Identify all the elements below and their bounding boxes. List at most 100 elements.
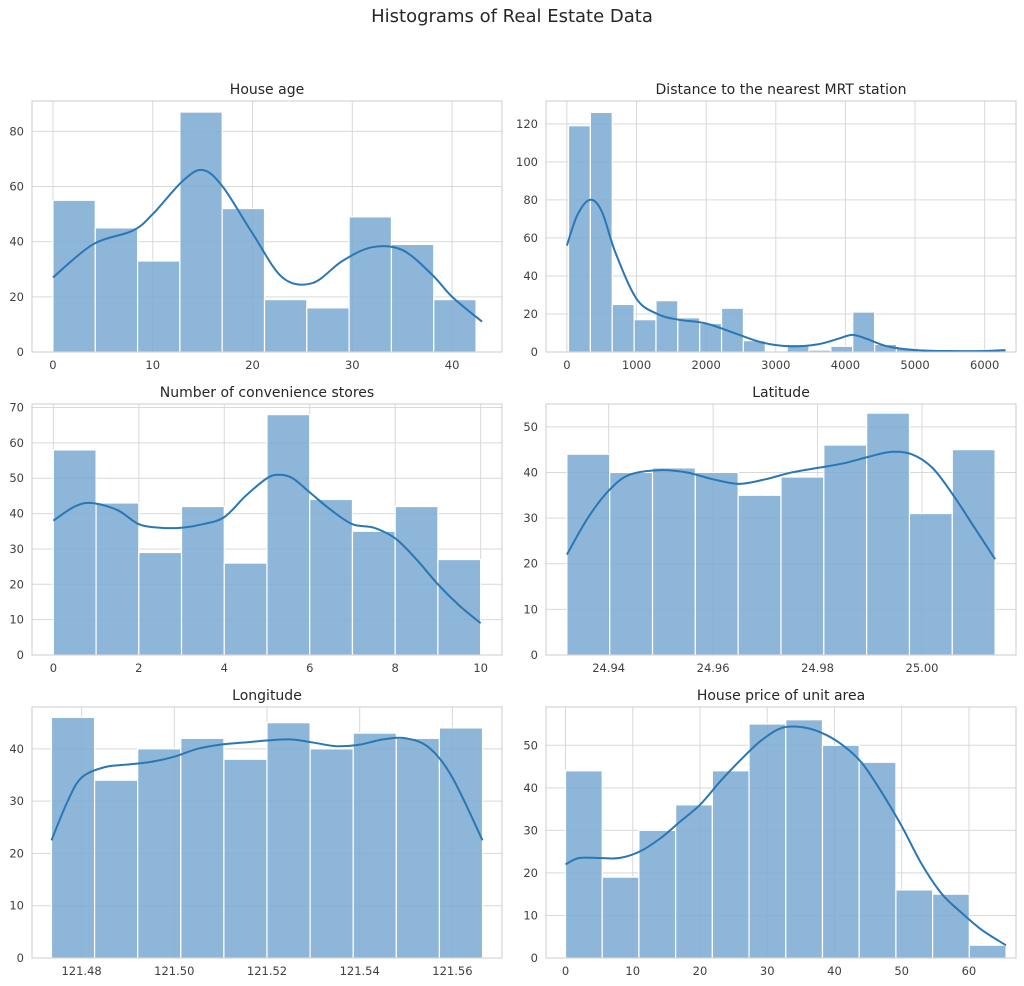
histogram-bar — [352, 732, 397, 959]
axes-frame — [31, 706, 503, 959]
histogram-bar — [694, 471, 739, 656]
x-tick-label: 24.96 — [697, 661, 730, 675]
x-tick-label: 40 — [827, 964, 842, 978]
x-tick-label: 60 — [962, 964, 977, 978]
x-tick-label: 121.54 — [340, 964, 380, 978]
y-tick-label: 80 — [9, 124, 24, 138]
histogram-bar — [567, 125, 591, 353]
y-tick-label: 20 — [523, 866, 538, 880]
x-tick-label: 30 — [760, 964, 775, 978]
y-tick-label: 0 — [17, 648, 24, 662]
histogram-bar — [830, 345, 854, 353]
histogram-bar — [866, 412, 911, 656]
y-tick-label: 30 — [523, 823, 538, 837]
y-tick-label: 40 — [523, 781, 538, 795]
histogram-bar — [180, 505, 225, 656]
histogram-bar — [638, 829, 677, 959]
histogram-bar — [50, 716, 96, 959]
histogram-bar — [306, 307, 350, 353]
x-tick-label: 24.94 — [592, 661, 625, 675]
histogram-bar — [677, 317, 701, 353]
x-tick-label: 121.56 — [432, 964, 472, 978]
y-tick-label: 40 — [523, 465, 538, 479]
y-tick-label: 80 — [523, 193, 538, 207]
histogram-bar — [711, 770, 750, 959]
axes-frame — [545, 403, 1017, 656]
x-tick-label: 10 — [473, 661, 488, 675]
histogram-bar — [394, 505, 439, 656]
histogram-bar — [951, 449, 996, 656]
y-tick-label: 30 — [9, 542, 24, 556]
x-tick-label: 50 — [894, 964, 909, 978]
chart-panel-6: 0 10 20 30 40 50 60 0 10 20 30 40 50 House price of u… — [523, 688, 1017, 978]
histogram-bar — [136, 260, 181, 353]
x-tick-label: 4 — [221, 661, 228, 675]
x-tick-label: 121.48 — [61, 964, 101, 978]
chart-panel-2: 0 1000 2000 3000 4000 5000 6000 0 20 40 60 80 100 120… — [516, 82, 1017, 372]
axes-frame — [545, 706, 1017, 959]
chart-title: House price of unit area — [697, 688, 865, 704]
histogram-bar — [395, 737, 441, 959]
histogram-bar — [223, 562, 268, 656]
y-tick-label: 20 — [9, 577, 24, 591]
histogram-bar — [137, 748, 182, 959]
y-tick-label: 10 — [523, 602, 538, 616]
y-tick-label: 20 — [523, 557, 538, 571]
histogram-bar — [737, 494, 782, 656]
y-tick-label: 10 — [523, 908, 538, 922]
histogram-bar — [221, 207, 266, 353]
histogram-bar — [821, 744, 860, 959]
histogram-bar — [180, 737, 225, 959]
y-tick-label: 40 — [523, 269, 538, 283]
x-tick-label: 0 — [50, 661, 57, 675]
y-tick-label: 40 — [9, 235, 24, 249]
chart-title: Latitude — [752, 385, 810, 401]
x-tick-label: 10 — [145, 358, 160, 372]
histogram-bar — [263, 298, 308, 353]
y-tick-label: 20 — [523, 307, 538, 321]
axes-frame — [31, 403, 503, 656]
x-tick-label: 2000 — [692, 358, 721, 372]
x-tick-label: 25.00 — [906, 661, 939, 675]
kde-curve — [565, 725, 1007, 947]
histogram-bar — [52, 199, 96, 353]
histogram-bar — [651, 467, 696, 656]
kde-curve — [50, 736, 484, 841]
kde-curve — [565, 198, 1006, 353]
histogram-bar — [748, 723, 787, 959]
y-tick-label: 60 — [523, 231, 538, 245]
histogram-bar — [52, 449, 97, 656]
x-tick-label: 1000 — [622, 358, 651, 372]
x-tick-label: 20 — [245, 358, 260, 372]
chart-panel-1: 0 10 20 30 40 0 20 40 60 80 House age — [9, 82, 503, 372]
y-tick-label: 10 — [9, 899, 24, 913]
x-tick-label: 121.52 — [247, 964, 287, 978]
histogram-bar — [223, 758, 268, 959]
x-tick-label: 0 — [563, 358, 570, 372]
x-tick-label: 6000 — [970, 358, 999, 372]
y-tick-label: 50 — [523, 420, 538, 434]
histogram-bar — [908, 512, 953, 656]
y-tick-label: 40 — [9, 507, 24, 521]
x-tick-label: 121.50 — [154, 964, 194, 978]
histogram-bar — [823, 444, 868, 656]
kde-curve — [52, 168, 483, 323]
histogram-bar — [564, 770, 603, 959]
chart-title: Distance to the nearest MRT station — [656, 82, 907, 98]
histogram-bar — [94, 227, 139, 353]
y-tick-label: 20 — [9, 846, 24, 860]
x-tick-label: 8 — [392, 661, 399, 675]
histogram-bar — [95, 502, 140, 656]
histogram-bar — [858, 761, 897, 959]
histogram-bar — [309, 498, 354, 656]
x-tick-label: 4000 — [831, 358, 860, 372]
histogram-bar — [852, 311, 876, 353]
y-tick-label: 120 — [516, 117, 538, 131]
histogram-bar — [266, 722, 311, 959]
figure-title: Histograms of Real Estate Data — [371, 6, 653, 27]
histogram-bar — [968, 944, 1007, 959]
chart-title: House age — [230, 82, 304, 98]
histogram-bar — [601, 876, 640, 959]
y-tick-label: 0 — [531, 951, 538, 965]
histogram-bar — [433, 298, 477, 353]
